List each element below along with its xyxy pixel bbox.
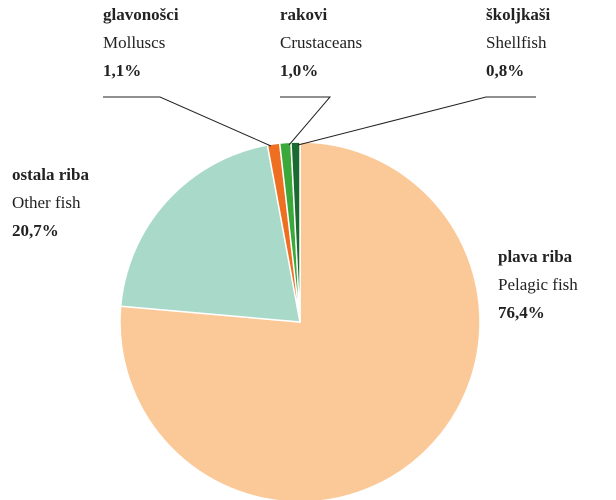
slice bbox=[119, 141, 481, 500]
value-label: 1,1% bbox=[103, 61, 141, 80]
value-label: 0,8% bbox=[486, 61, 524, 80]
leader-line bbox=[280, 96, 332, 146]
value-label: 20,7% bbox=[12, 221, 59, 240]
slice-label: školjkaši Shellfish 0,8% bbox=[486, 5, 551, 80]
pie bbox=[119, 141, 481, 500]
label-name: rakovi bbox=[280, 5, 328, 24]
leader-lines bbox=[103, 96, 536, 147]
label-name: plava riba bbox=[498, 247, 573, 266]
label-name: glavonošci bbox=[103, 5, 179, 24]
slice-label: glavonošci Molluscs 1,1% bbox=[103, 5, 179, 80]
slice-label: ostala riba Other fish 20,7% bbox=[12, 165, 89, 240]
label-name: ostala riba bbox=[12, 165, 89, 184]
value-label: 1,0% bbox=[280, 61, 318, 80]
leader-line bbox=[103, 96, 272, 147]
slice bbox=[119, 144, 301, 323]
slice-label: rakovi Crustaceans 1,0% bbox=[280, 5, 362, 80]
leader-line bbox=[297, 96, 536, 146]
label-name: školjkaši bbox=[486, 5, 551, 24]
label-name-en: Crustaceans bbox=[280, 33, 362, 52]
label-name-en: Molluscs bbox=[103, 33, 165, 52]
slice-label: plava riba Pelagic fish 76,4% bbox=[498, 247, 578, 322]
value-label: 76,4% bbox=[498, 303, 545, 322]
label-name-en: Pelagic fish bbox=[498, 275, 578, 294]
label-name-en: Other fish bbox=[12, 193, 81, 212]
label-name-en: Shellfish bbox=[486, 33, 547, 52]
